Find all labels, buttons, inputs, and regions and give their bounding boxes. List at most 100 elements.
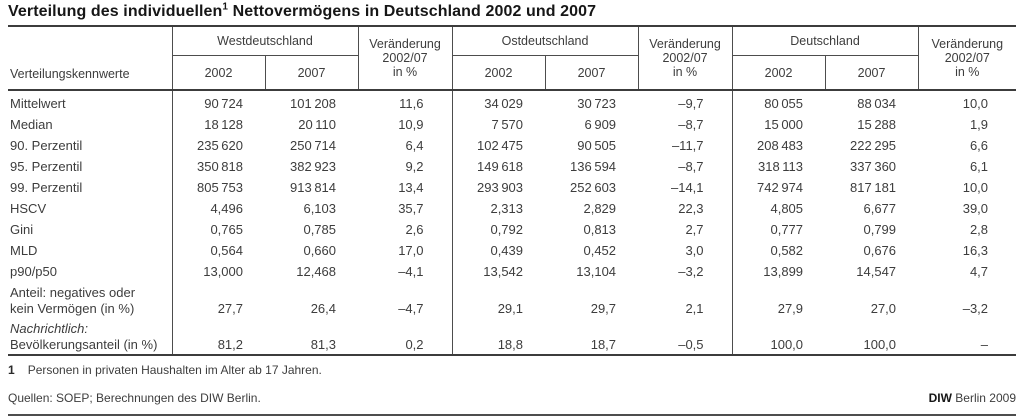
row-label: Gini [8, 219, 173, 240]
cell-value: 10,0 [962, 180, 989, 195]
cell-value: 0,582 [731, 240, 826, 261]
cell-value: 6,103 [303, 201, 337, 216]
cell-value: 0,2 [405, 337, 424, 352]
change-header-line2: 2002/07 [662, 51, 708, 65]
group-header-deutschland: Deutschland [732, 26, 919, 56]
row-label: Nachrichtlich: Bevölkerungsanteil (in %) [8, 318, 173, 355]
change-header-east: Veränderung 2002/07 in % [638, 26, 733, 91]
title-text: Verteilung des individuellen [8, 3, 223, 20]
footnote-marker: 1 [8, 363, 15, 377]
cell-value: 6,1 [969, 159, 989, 174]
cell-value: 0,777 [731, 219, 826, 240]
cell-value: 9,2 [405, 159, 424, 174]
report-table-page: Verteilung des individuellen 1 Nettovermö… [8, 0, 1017, 416]
cell-value: 0,439 [451, 240, 546, 261]
cell-value: 250 714 [290, 138, 337, 153]
row-label-line1: Nachrichtlich: [10, 321, 89, 336]
cell-value: 4,805 [731, 198, 826, 219]
cell-value: 13,542 [451, 261, 546, 282]
change-header-line1: Veränderung [369, 37, 441, 51]
row-label-line1: 99. Perzentil [10, 180, 83, 195]
title-text-rest: Nettovermögens in Deutschland 2002 und 2… [228, 3, 597, 20]
cell-value: –8,7 [678, 159, 704, 174]
cell-value: 13,104 [576, 264, 617, 279]
row-label-line1: HSCV [10, 201, 47, 216]
cell-value: 81,3 [310, 337, 337, 352]
cell-value: 0,765 [210, 222, 243, 237]
cell-value: 17,0 [398, 243, 424, 258]
cell-value: 27,7 [217, 301, 243, 316]
cell-value: 12,468 [296, 264, 337, 279]
cell-value: 318 113 [731, 156, 826, 177]
row-label: HSCV [8, 198, 173, 219]
cell-value: 27,0 [870, 301, 897, 316]
row-label: 95. Perzentil [8, 156, 173, 177]
cell-value: 913 814 [290, 180, 337, 195]
row-label-line1: Mittelwert [10, 96, 66, 111]
row-label-line1: Anteil: negatives oder [10, 285, 136, 300]
page-title: Verteilung des individuellen1 Nettovermö… [8, 0, 1016, 25]
change-header-line3: in % [955, 65, 980, 79]
cell-value: 7 570 [451, 114, 546, 135]
cell-value: 13,4 [398, 180, 424, 195]
cell-value: 6,677 [863, 201, 897, 216]
cell-value: –8,7 [678, 117, 704, 132]
cell-value: 0,452 [583, 243, 617, 258]
cell-value: 0,792 [451, 219, 546, 240]
cell-value: 22,3 [678, 201, 704, 216]
cell-value: 100,0 [863, 337, 897, 352]
cell-value: 817 181 [850, 180, 897, 195]
cell-value: 208 483 [731, 135, 826, 156]
cell-value: 26,4 [310, 301, 337, 316]
cell-value: 222 295 [850, 138, 897, 153]
row-label-line1: p90/p50 [10, 264, 57, 279]
cell-value: –14,1 [670, 180, 704, 195]
cell-value: 3,0 [685, 243, 704, 258]
cell-value: 805 753 [197, 180, 243, 195]
cell-value: 6 909 [584, 117, 617, 132]
cell-value: – [980, 337, 989, 352]
cell-value: –11,7 [671, 138, 704, 153]
year-header-germany-2002: 2002 [732, 55, 826, 91]
cell-value: 2,1 [685, 301, 704, 316]
change-header-west: Veränderung 2002/07 in % [358, 26, 453, 91]
footnote: 1 Personen in privaten Haushalten im Alte… [8, 363, 1016, 377]
header-group-row: Verteilungskennwerte Westdeutschland Ver… [8, 26, 1017, 91]
table-row: Gini 0,765 0,785 2,6 0,792 0,813 2,7 0,777 0,799… [8, 219, 1016, 240]
row-label: Median [8, 114, 173, 135]
cell-value: –4,1 [398, 264, 424, 279]
change-header-line2: 2002/07 [382, 51, 428, 65]
year-header-germany-2007: 2007 [825, 55, 919, 91]
cell-value: 0,813 [583, 222, 617, 237]
cell-value: 13,899 [731, 261, 826, 282]
row-label-line1: Median [10, 117, 53, 132]
table-row: 90. Perzentil 235 620 250 714 6,4 102 475 90 … [8, 135, 1016, 156]
row-label: 90. Perzentil [8, 135, 173, 156]
statistics-table: Verteilungskennwerte Westdeutschland Ver… [8, 25, 1017, 356]
cell-value: 90 505 [577, 138, 617, 153]
table-body: Mittelwert 90 724 101 208 11,6 34 029 30 723 –… [8, 90, 1016, 355]
publisher-name: DIW [928, 391, 952, 405]
cell-value: 350 818 [197, 159, 243, 174]
cell-value: 39,0 [962, 201, 989, 216]
cell-value: 337 360 [850, 159, 897, 174]
table-header: Verteilungskennwerte Westdeutschland Ver… [8, 26, 1017, 91]
cell-value: 16,3 [962, 243, 989, 258]
change-header-line1: Veränderung [931, 37, 1004, 51]
cell-value: 27,9 [731, 282, 826, 318]
cell-value: –9,7 [678, 96, 704, 111]
table-row: MLD 0,564 0,660 17,0 0,439 0,452 3,0 0,582 0,676… [8, 240, 1016, 261]
table-row: 99. Perzentil 805 753 913 814 13,4 293 903 25… [8, 177, 1016, 198]
cell-value: 0,660 [303, 243, 337, 258]
sources-text: Quellen: SOEP; Berechnungen des DIW Berl… [8, 391, 261, 405]
cell-value: –3,2 [678, 264, 704, 279]
cell-value: –3,2 [962, 301, 989, 316]
table-row: Mittelwert 90 724 101 208 11,6 34 029 30 723 –… [8, 90, 1016, 114]
cell-value: 13,000 [203, 264, 243, 279]
cell-value: 10,0 [962, 96, 989, 111]
row-label: 99. Perzentil [8, 177, 173, 198]
row-label-line2: kein Vermögen (in %) [10, 301, 135, 316]
cell-value: 10,9 [398, 117, 424, 132]
cell-value: 293 903 [451, 177, 546, 198]
cell-value: 35,7 [398, 201, 424, 216]
